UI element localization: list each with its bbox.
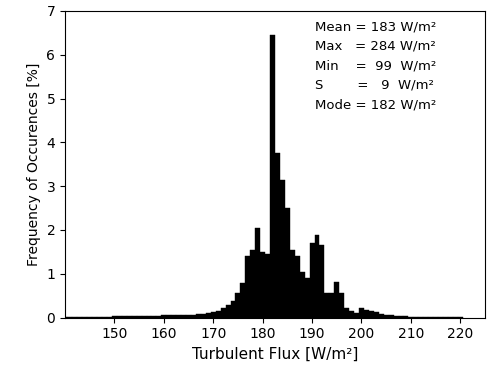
Bar [310,243,314,318]
Bar [398,316,404,318]
Bar [250,250,255,318]
Bar [127,316,132,318]
Bar [359,308,364,318]
Bar [97,317,102,318]
Bar [448,317,453,318]
Bar [438,317,443,318]
Bar [443,317,448,318]
Bar [334,282,339,318]
Bar [166,315,171,318]
Bar [72,317,78,318]
Bar [82,317,87,318]
Bar [260,252,265,318]
Bar [62,317,68,318]
Bar [275,153,280,318]
Bar [196,314,201,318]
Bar [122,316,127,318]
Bar [300,272,304,318]
Bar [191,315,196,318]
Bar [102,317,107,318]
Bar [181,315,186,318]
Bar [414,317,418,318]
Bar [404,316,408,318]
Bar [68,317,72,318]
Bar [246,256,250,318]
Bar [290,250,295,318]
Bar [152,316,156,318]
Bar [206,313,211,318]
Bar [364,310,369,318]
Bar [285,208,290,318]
Bar [344,308,349,318]
Bar [142,316,146,318]
X-axis label: Turbulent Flux [W/m²]: Turbulent Flux [W/m²] [192,347,358,362]
Bar [176,315,181,318]
Bar [220,308,226,318]
Bar [112,316,117,318]
Bar [201,314,206,318]
Bar [354,313,359,318]
Bar [369,311,374,318]
Text: Mean = 183 W/m²
Max   = 284 W/m²
Min    =  99  W/m²
S        =   9  W/m²
Mode = : Mean = 183 W/m² Max = 284 W/m² Min = 99 … [315,20,436,111]
Bar [314,235,320,318]
Bar [339,293,344,318]
Bar [458,317,463,318]
Bar [87,317,92,318]
Bar [418,317,423,318]
Bar [388,315,394,318]
Bar [186,315,191,318]
Bar [265,254,270,318]
Bar [236,293,240,318]
Bar [107,317,112,318]
Bar [78,317,82,318]
Bar [330,293,334,318]
Bar [270,35,275,318]
Bar [433,317,438,318]
Bar [38,317,43,318]
Bar [320,245,324,318]
Bar [408,317,414,318]
Bar [13,317,18,318]
Bar [304,278,310,318]
Bar [230,301,235,318]
Bar [349,311,354,318]
Bar [136,316,141,318]
Bar [379,314,384,318]
Bar [423,317,428,318]
Bar [146,316,152,318]
Bar [324,293,330,318]
Bar [453,317,458,318]
Bar [240,283,246,318]
Bar [171,315,176,318]
Bar [92,317,97,318]
Bar [374,312,379,318]
Bar [280,180,285,318]
Bar [132,316,136,318]
Bar [428,317,433,318]
Bar [156,316,162,318]
Bar [162,315,166,318]
Bar [216,311,220,318]
Bar [211,312,216,318]
Bar [255,228,260,318]
Bar [394,316,398,318]
Bar [295,256,300,318]
Y-axis label: Frequency of Occurences [%]: Frequency of Occurences [%] [27,62,41,266]
Bar [384,315,388,318]
Bar [226,305,230,318]
Bar [117,316,122,318]
